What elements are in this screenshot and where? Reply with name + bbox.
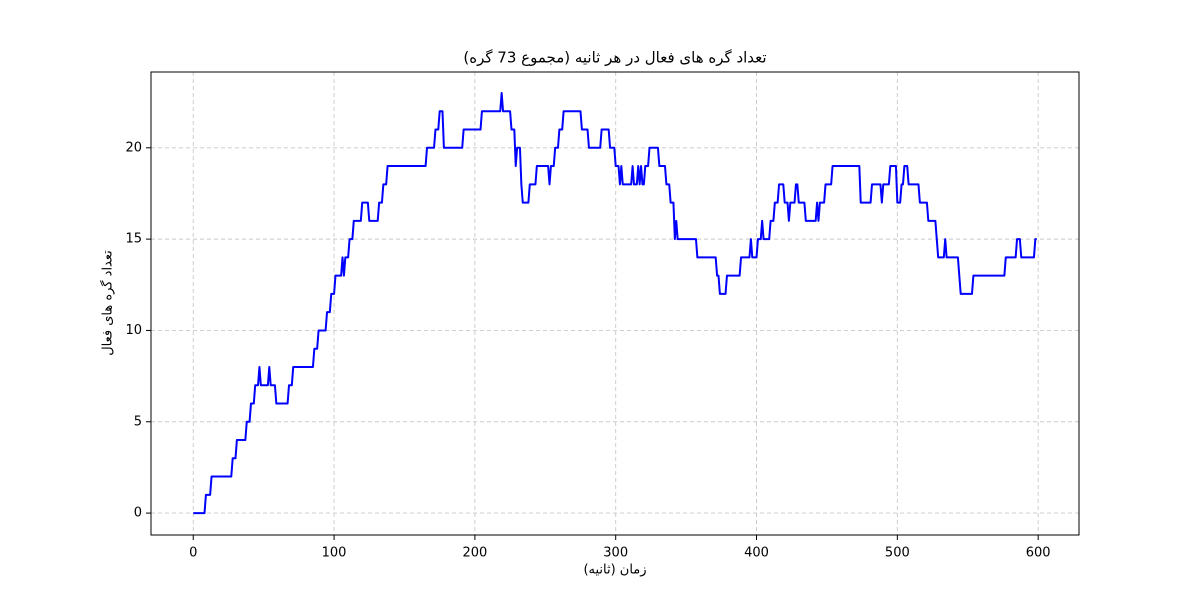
x-tick-label: 600 (1026, 546, 1051, 561)
x-tick-label: 100 (322, 546, 347, 561)
plot-frame (150, 71, 1080, 536)
y-tick-label: 10 (125, 323, 142, 338)
x-axis-label: زمان (ثانیه) (583, 563, 646, 578)
x-tick-label: 300 (603, 546, 628, 561)
y-tick-label: 0 (134, 506, 142, 521)
chart-title: تعداد گره های فعال در هر ثانیه (مجموع 73… (463, 49, 766, 67)
y-axis-label: تعداد گره های فعال (100, 250, 116, 356)
y-tick-label: 15 (125, 232, 142, 247)
x-tick-label: 200 (462, 546, 487, 561)
x-tick-label: 500 (885, 546, 910, 561)
data-line (193, 92, 1037, 515)
x-tick-label: 0 (189, 546, 197, 561)
y-tick-label: 20 (125, 140, 142, 155)
y-tick-label: 5 (134, 414, 142, 429)
x-tick-label: 400 (744, 546, 769, 561)
